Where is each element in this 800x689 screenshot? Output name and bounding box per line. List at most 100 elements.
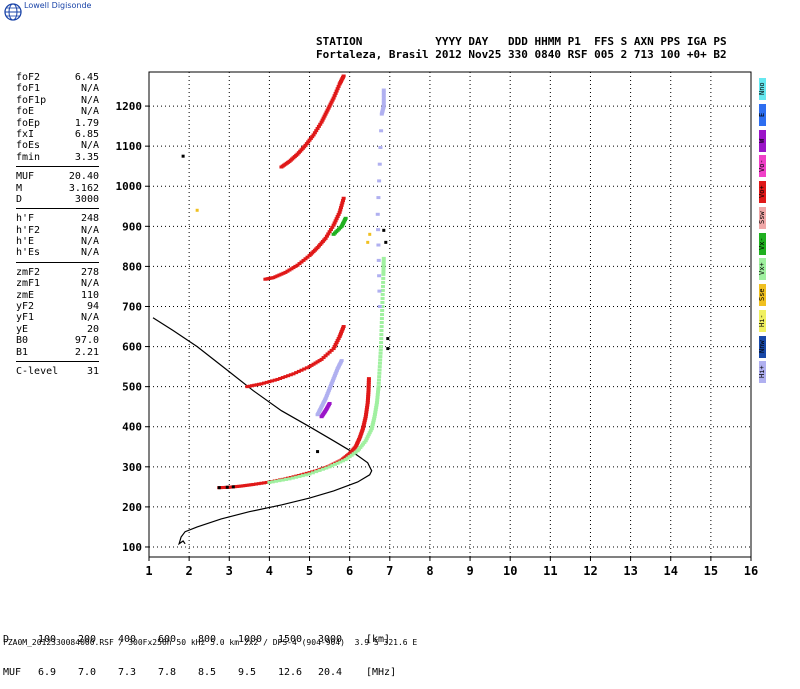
muf-table-cell: 600	[158, 634, 177, 645]
legend-chip-vx: Vx-	[759, 232, 766, 255]
muf-table-distance-values: 100 200 400 600 800 1000 1500 3000	[38, 634, 366, 645]
echo-point	[336, 84, 341, 88]
globe-icon	[4, 3, 22, 21]
echo-point	[320, 239, 325, 243]
echo-point	[327, 465, 332, 469]
param-separator	[16, 360, 99, 362]
echo-point	[328, 385, 333, 389]
echo-point	[363, 415, 368, 419]
echo-point	[338, 460, 343, 464]
echo-point	[384, 240, 388, 244]
echo-point	[316, 450, 320, 454]
echo-point	[330, 464, 335, 468]
echo-point	[363, 439, 368, 443]
echo-point	[381, 99, 386, 103]
echo-point	[233, 485, 238, 489]
param-row: foE N/A	[16, 106, 99, 117]
param-row: h'Es N/A	[16, 247, 99, 258]
echo-point	[291, 266, 296, 270]
echo-point	[283, 270, 288, 274]
param-row: foEs N/A	[16, 140, 99, 151]
echo-point	[364, 410, 369, 414]
echo-point	[229, 485, 234, 489]
y-tick-label: 300	[122, 461, 142, 474]
legend-chip-vo: Vo+	[759, 181, 766, 203]
echo-point	[376, 228, 381, 232]
echo-point	[324, 466, 329, 470]
echo-point	[376, 378, 381, 382]
echo-point	[327, 350, 332, 354]
x-tick-label: 3	[226, 564, 233, 578]
echo-point	[380, 313, 385, 316]
param-label: yF2	[16, 301, 35, 313]
echo-point	[381, 272, 386, 276]
echo-point	[336, 212, 341, 216]
echo-point	[333, 91, 338, 95]
echo-point	[366, 240, 370, 244]
echo-point	[377, 304, 382, 308]
muf-table-cell: 8.5	[198, 667, 217, 678]
echo-point	[377, 368, 382, 372]
echo-point	[380, 308, 385, 312]
param-label: fmin	[16, 151, 41, 163]
echo-point	[378, 345, 383, 349]
echo-point	[277, 273, 282, 277]
echo-point	[364, 408, 369, 412]
echo-point	[357, 436, 362, 440]
echo-point	[340, 459, 345, 463]
param-row: foF2 6.45	[16, 72, 99, 83]
param-row: zmF2 278	[16, 267, 99, 278]
echo-point	[313, 361, 318, 365]
echo-point	[335, 87, 340, 91]
x-tick-label: 2	[186, 564, 193, 578]
echo-point	[294, 371, 299, 375]
echo-point	[239, 484, 244, 488]
echo-point	[366, 383, 371, 387]
param-value: 6.45	[74, 72, 99, 83]
ionogram-chart: 1 2 3 4 5 6 7 8 9 10 11 12 13 14 15 1610020030040050060…	[116, 71, 758, 578]
echo-point	[279, 272, 284, 276]
echo-point	[323, 112, 328, 116]
echo-point	[287, 268, 292, 272]
echo-point	[340, 328, 345, 332]
legend-chip-ssw: Ssw	[759, 206, 766, 229]
echo-point	[329, 100, 334, 104]
echo-point	[304, 366, 309, 370]
param-value: 1.79	[74, 117, 99, 129]
param-value: N/A	[80, 140, 99, 152]
legend-chip-hi: Hi-	[759, 309, 766, 332]
echo-point	[267, 380, 272, 384]
echo-point	[333, 343, 338, 347]
echo-point	[275, 377, 280, 381]
echo-point	[377, 365, 382, 369]
echo-point	[360, 427, 365, 431]
echo-point	[299, 260, 304, 264]
echo-point	[245, 385, 250, 389]
echo-point	[371, 421, 376, 425]
echo-point	[310, 135, 315, 139]
echo-point	[331, 96, 336, 100]
echo-point	[323, 354, 328, 358]
echo-point	[332, 345, 337, 349]
echo-point	[296, 369, 301, 373]
echo-point	[381, 270, 386, 274]
echo-point	[334, 341, 339, 345]
echo-point	[297, 262, 302, 266]
legend-chip-nno: Nno	[759, 78, 766, 100]
echo-point	[365, 399, 370, 403]
echo-point	[309, 363, 314, 367]
echo-point	[358, 434, 363, 438]
echo-point	[334, 370, 339, 374]
x-tick-label: 9	[466, 564, 473, 578]
echo-point	[318, 122, 323, 126]
param-label: foE	[16, 106, 35, 118]
param-row: fmin 3.35	[16, 152, 99, 163]
echo-point	[324, 110, 329, 114]
echo-point	[329, 348, 334, 352]
param-label: yF1	[16, 312, 35, 324]
echo-point	[278, 376, 283, 380]
echo-point	[247, 384, 252, 388]
muf-table-muf-row: MUF 6.9 7.0 7.3 7.8 8.5 9.5 12.6 20.4 [MHz]	[3, 667, 396, 678]
echo-point	[380, 288, 385, 292]
y-tick-label: 900	[122, 220, 142, 233]
